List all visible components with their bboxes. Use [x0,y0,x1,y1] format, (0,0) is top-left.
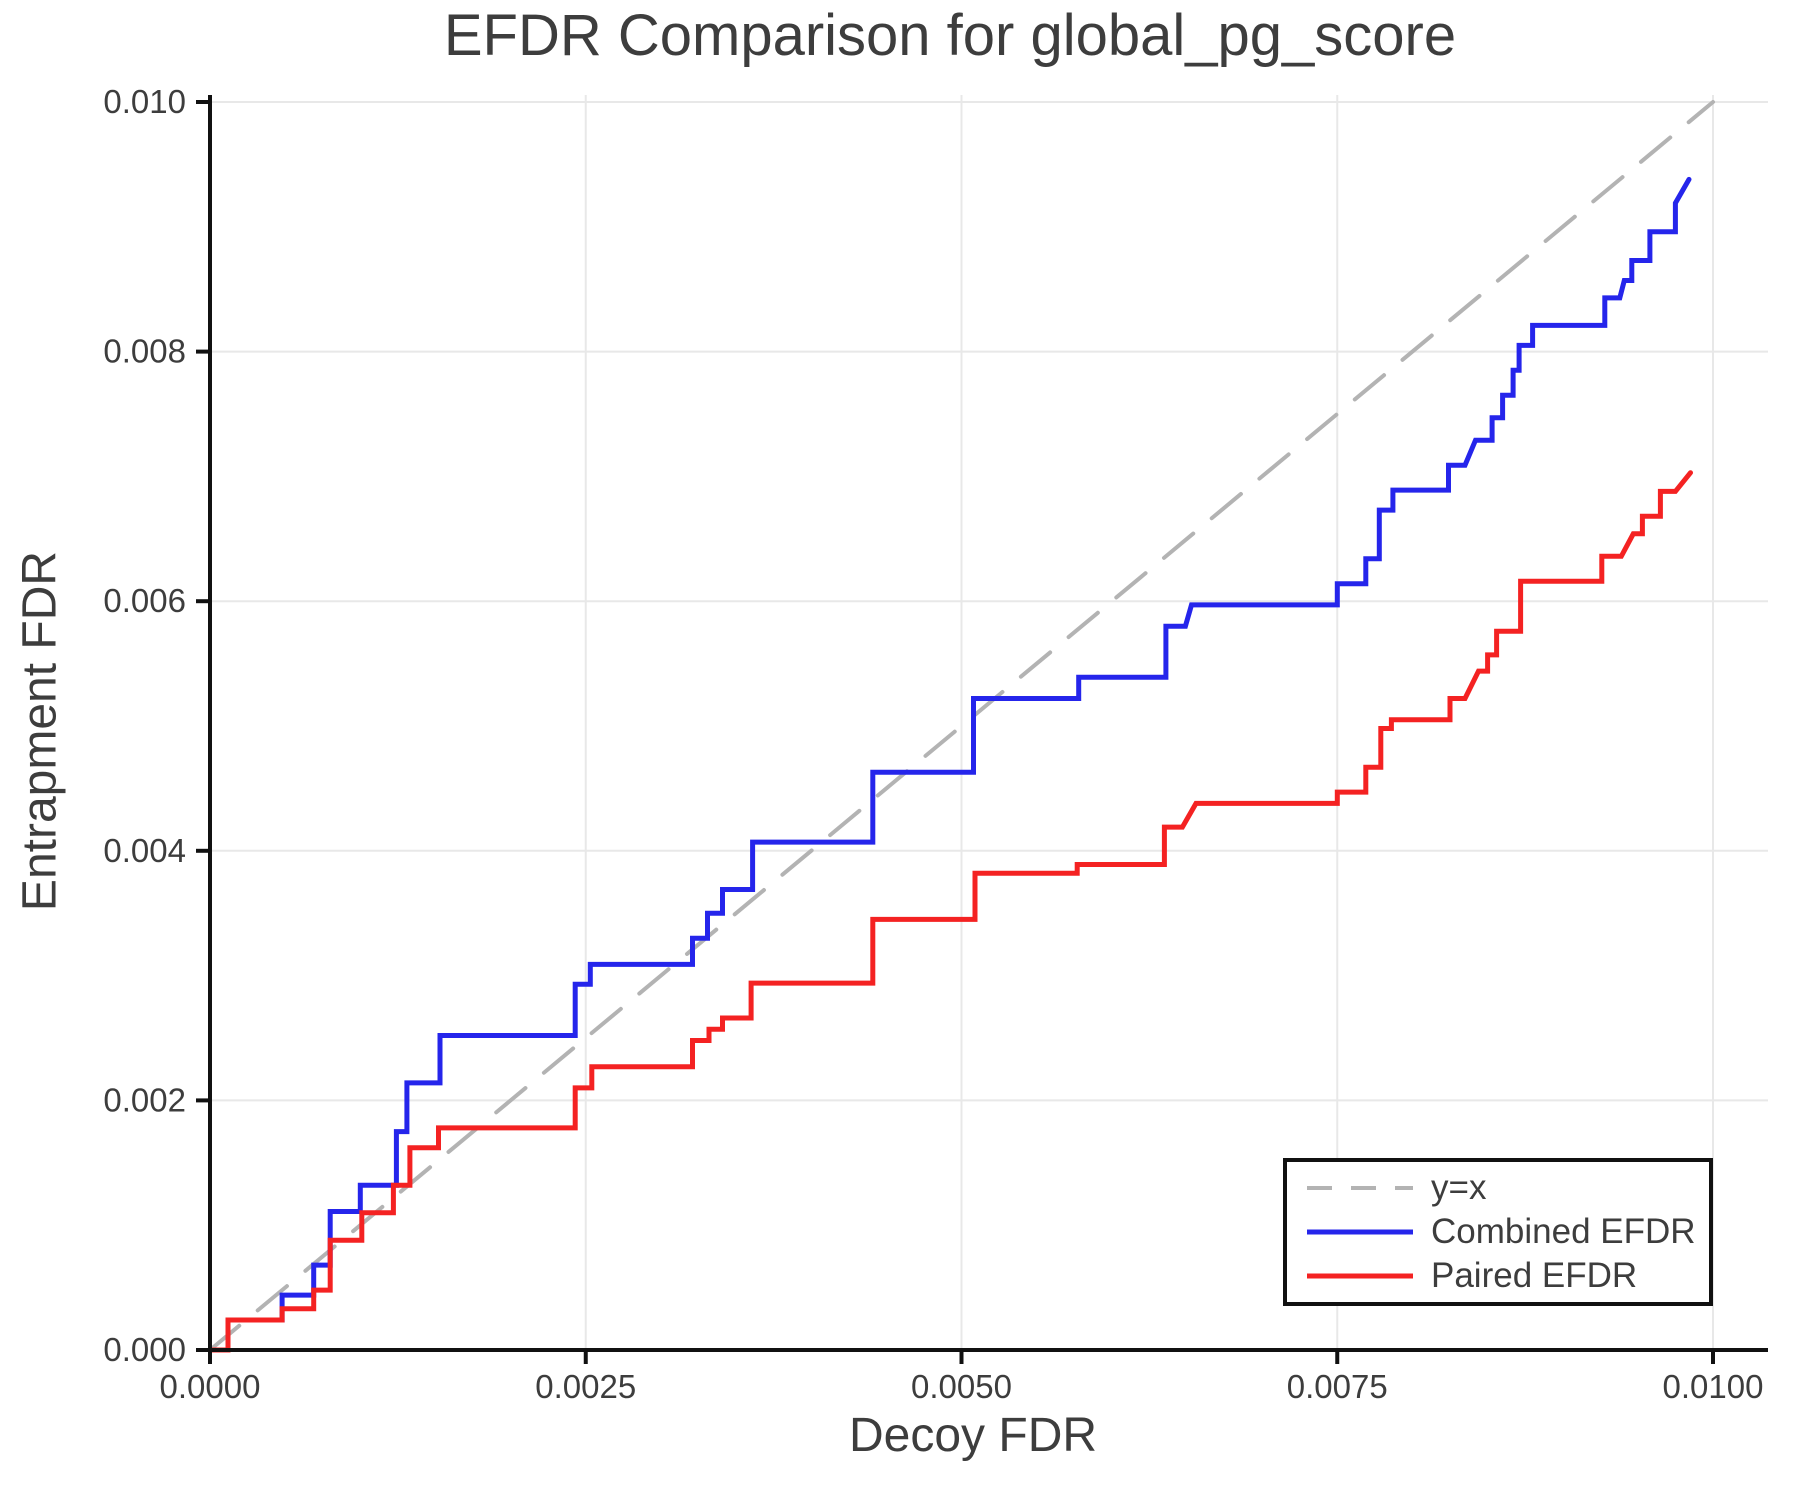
legend-item-y-x: y=x [1305,1167,1709,1209]
legend-label: Combined EFDR [1431,1212,1696,1251]
legend: y=x Combined EFDR Paired EFDR [1283,1158,1713,1306]
y-tick-label: 0.000 [103,1331,186,1368]
y-tick-label: 0.008 [103,333,186,370]
x-axis-title: Decoy FDR [848,1409,1098,1462]
y-tick-label: 0.004 [103,832,186,869]
x-tick-label: 0.0075 [1287,1368,1388,1405]
chart-title: EFDR Comparison for global_pg_score [443,3,1457,68]
x-tick-label: 0.0025 [535,1368,636,1405]
legend-line-sample [1307,1273,1413,1279]
legend-label: y=x [1431,1168,1487,1207]
x-tick-label: 0.0050 [911,1368,1012,1405]
legend-label: Paired EFDR [1431,1256,1638,1295]
series-paired-efdr [207,470,1693,1353]
legend-line-sample [1307,1186,1413,1190]
y-axis-title: Entrapment FDR [13,550,67,912]
series-combined-efdr [207,176,1692,1353]
legend-item-combined-efdr: Combined EFDR [1305,1211,1709,1253]
x-tick-label: 0.0000 [160,1368,261,1405]
y-tick-label: 0.010 [103,83,186,120]
y-tick-label: 0.006 [103,582,186,619]
legend-item-paired-efdr: Paired EFDR [1305,1255,1709,1297]
y-tick-label: 0.002 [103,1081,186,1118]
x-tick-label: 0.0100 [1663,1368,1764,1405]
series-y-x [208,100,1715,1352]
legend-line-sample [1307,1229,1413,1235]
